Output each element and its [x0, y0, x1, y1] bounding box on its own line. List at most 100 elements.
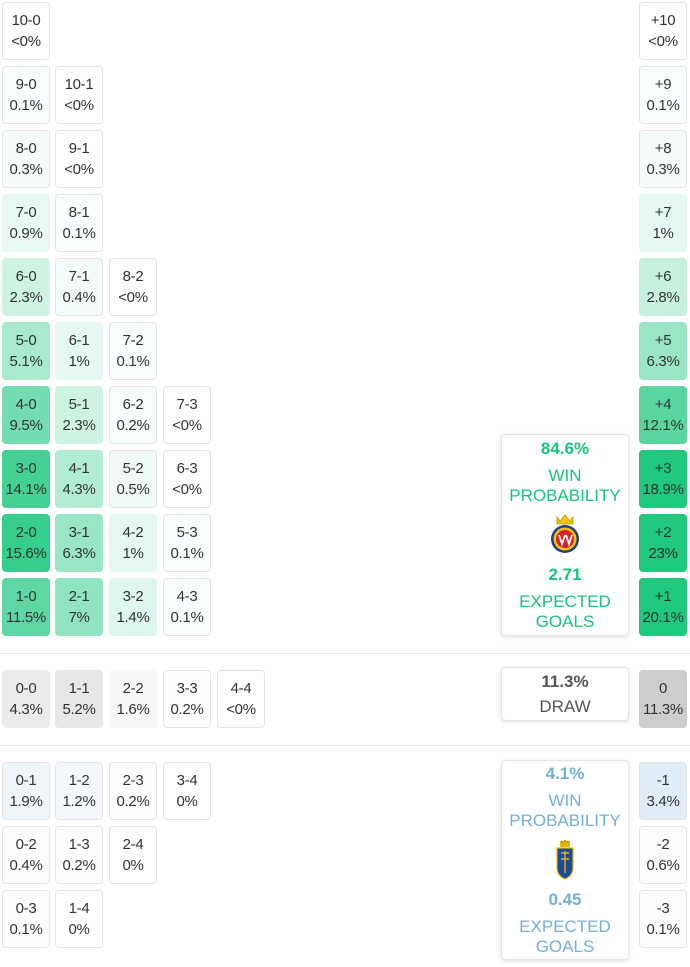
home-win-cell-9-0: 9-0 0.1%: [2, 66, 50, 124]
cell-probability-label: 7%: [68, 609, 90, 626]
home-summary-card: 84.6% WIN PROBABILITY 2.71 EXPECTED GOAL…: [501, 434, 629, 636]
away-win-cell-0-2: 0-2 0.4%: [2, 826, 50, 884]
draw-cell-2-2: 2-2 1.6%: [109, 670, 157, 728]
home-win-cell-6-2: 6-2 0.2%: [109, 386, 157, 444]
cell-score-label: 1-4: [68, 900, 90, 917]
cell-probability-label: <0%: [118, 289, 148, 306]
cell-probability-label: 12.1%: [642, 417, 684, 434]
cell-score-label: 7-1: [68, 268, 90, 285]
cell-score-label: 6-1: [68, 332, 90, 349]
cell-score-label: +10: [650, 12, 676, 29]
away-margin-cell-2: -2 0.6%: [639, 826, 687, 884]
away-win-probability: 4.1%: [545, 764, 585, 783]
away-xg-label-2: GOALS: [535, 937, 595, 956]
cell-probability-label: 0.6%: [646, 857, 680, 874]
cell-probability-label: <0%: [172, 417, 202, 434]
cell-probability-label: 11.3%: [643, 701, 683, 718]
cell-score-label: 0-0: [15, 680, 37, 697]
home-win-cell-7-2: 7-2 0.1%: [109, 322, 157, 380]
away-margin-cell-1: -1 3.4%: [639, 762, 687, 820]
cell-score-label: -2: [656, 836, 670, 853]
cell-score-label: 2-2: [122, 680, 144, 697]
cell-score-label: 8-0: [15, 140, 37, 157]
cell-score-label: +3: [654, 460, 672, 477]
cell-probability-label: 0%: [176, 793, 198, 810]
home-win-cell-7-1: 7-1 0.4%: [55, 258, 103, 316]
cell-score-label: 7-3: [176, 396, 198, 413]
cell-probability-label: 0.1%: [646, 97, 680, 114]
cell-score-label: 8-1: [68, 204, 90, 221]
cell-score-label: 0: [658, 680, 668, 697]
cell-score-label: 6-0: [15, 268, 37, 285]
cell-probability-label: <0%: [226, 701, 256, 718]
cell-probability-label: 6.3%: [62, 545, 96, 562]
draw-section-top-divider: [0, 653, 690, 654]
cell-score-label: +2: [654, 524, 672, 541]
cell-probability-label: 0.2%: [116, 793, 150, 810]
cell-score-label: 6-3: [176, 460, 198, 477]
cell-probability-label: 4.3%: [62, 481, 96, 498]
cell-probability-label: 0%: [68, 921, 90, 938]
home-margin-cell-7: +7 1%: [639, 194, 687, 252]
home-win-cell-5-2: 5-2 0.5%: [109, 450, 157, 508]
home-margin-cell-5: +5 6.3%: [639, 322, 687, 380]
home-win-cell-7-3: 7-3 <0%: [163, 386, 211, 444]
cell-score-label: +9: [654, 76, 672, 93]
cell-score-label: 1-3: [68, 836, 90, 853]
home-margin-cell-1: +1 20.1%: [639, 578, 687, 636]
cell-probability-label: 6.3%: [646, 353, 680, 370]
away-margin-cell-3: -3 0.1%: [639, 890, 687, 948]
cell-score-label: 8-2: [122, 268, 144, 285]
cell-probability-label: 1%: [652, 225, 674, 242]
cell-probability-label: 2.8%: [646, 289, 680, 306]
cell-probability-label: 4.3%: [9, 701, 43, 718]
cell-probability-label: <0%: [172, 481, 202, 498]
cell-score-label: 2-4: [122, 836, 144, 853]
cell-score-label: 1-1: [68, 680, 90, 697]
home-win-label-1: WIN: [548, 466, 582, 485]
cell-score-label: 1-2: [68, 772, 90, 789]
cell-score-label: 3-3: [176, 680, 198, 697]
away-win-cell-3-4: 3-4 0%: [163, 762, 211, 820]
cell-score-label: 0-3: [15, 900, 37, 917]
cell-score-label: 1-0: [15, 588, 37, 605]
cell-probability-label: 0.9%: [9, 225, 43, 242]
cell-probability-label: 1%: [68, 353, 90, 370]
away-xg-label-1: EXPECTED: [519, 917, 611, 936]
draw-cell-1-1: 1-1 5.2%: [55, 670, 103, 728]
draw-cell-3-3: 3-3 0.2%: [163, 670, 211, 728]
home-win-cell-5-3: 5-3 0.1%: [163, 514, 211, 572]
home-margin-cell-10: +10 <0%: [639, 2, 687, 60]
cell-score-label: 6-2: [122, 396, 144, 413]
cell-probability-label: 5.2%: [62, 701, 96, 718]
home-win-cell-4-3: 4-3 0.1%: [163, 578, 211, 636]
cell-probability-label: 0.1%: [170, 609, 204, 626]
home-win-cell-4-1: 4-1 4.3%: [55, 450, 103, 508]
cell-score-label: 7-0: [15, 204, 37, 221]
cell-score-label: +8: [654, 140, 672, 157]
home-margin-cell-4: +4 12.1%: [639, 386, 687, 444]
away-summary-card: 4.1% WIN PROBABILITY 0.45 EXPECTED GOALS: [501, 760, 629, 960]
cell-score-label: 4-1: [68, 460, 90, 477]
cell-probability-label: 9.5%: [9, 417, 43, 434]
cell-probability-label: 0.4%: [62, 289, 96, 306]
home-expected-goals: 2.71: [548, 565, 582, 584]
cell-score-label: 4-3: [176, 588, 198, 605]
cell-probability-label: 20.1%: [642, 609, 684, 626]
draw-margin-cell: 0 11.3%: [639, 670, 687, 728]
home-win-cell-6-3: 6-3 <0%: [163, 450, 211, 508]
cell-probability-label: <0%: [64, 97, 94, 114]
cell-probability-label: 1.4%: [116, 609, 150, 626]
home-margin-cell-2: +2 23%: [639, 514, 687, 572]
cell-score-label: 3-1: [68, 524, 90, 541]
cell-score-label: 5-3: [176, 524, 198, 541]
cell-probability-label: 11.5%: [6, 609, 46, 626]
cell-score-label: 3-4: [176, 772, 198, 789]
cell-probability-label: <0%: [648, 33, 678, 50]
cell-probability-label: 0.5%: [116, 481, 150, 498]
cell-probability-label: 0.1%: [9, 921, 43, 938]
home-win-cell-4-0: 4-0 9.5%: [2, 386, 50, 444]
cell-score-label: 5-0: [15, 332, 37, 349]
cell-probability-label: 1.2%: [62, 793, 96, 810]
cell-score-label: +5: [654, 332, 672, 349]
